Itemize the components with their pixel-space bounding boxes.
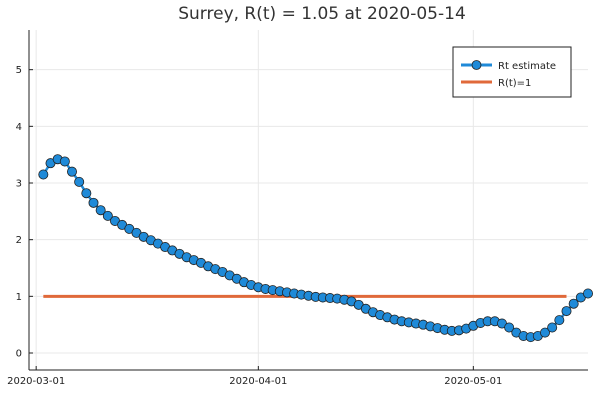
rt-data-point xyxy=(540,327,551,338)
legend-box xyxy=(452,46,572,98)
rt-data-point xyxy=(74,176,85,187)
y-tick-label: 5 xyxy=(16,65,22,76)
x-tick-label: 2020-05-01 xyxy=(444,376,502,387)
chart-title: Surrey, R(t) = 1.05 at 2020-05-14 xyxy=(178,4,466,24)
rt-data-point xyxy=(38,169,49,180)
rt-data-point xyxy=(67,166,78,177)
y-tick-label: 4 xyxy=(16,122,22,133)
x-tick-label: 2020-03-01 xyxy=(7,376,65,387)
rt-data-point xyxy=(583,288,594,299)
legend-marker-rt-estimate xyxy=(471,60,482,70)
rt-data-point xyxy=(59,156,70,167)
rt-data-point xyxy=(568,298,579,309)
legend-label-rt-estimate: Rt estimate xyxy=(498,61,556,72)
rt-data-point xyxy=(88,197,99,208)
y-tick-label: 0 xyxy=(16,349,22,360)
rt-data-point xyxy=(547,322,558,333)
rt-data-point xyxy=(95,205,106,216)
rt-data-point xyxy=(102,210,113,221)
y-tick-label: 1 xyxy=(16,292,22,303)
rt-data-point xyxy=(554,315,565,326)
x-tick-label: 2020-04-01 xyxy=(229,376,287,387)
axes xyxy=(28,30,588,371)
rt-data-point xyxy=(561,306,572,317)
tick-labels: 0 1 2 3 4 5 2020-03-01 2020-04-01 2020-05-01 xyxy=(7,65,502,387)
rt-data-point xyxy=(81,188,92,199)
y-tick-label: 2 xyxy=(16,235,22,246)
y-tick-label: 3 xyxy=(16,179,22,190)
series xyxy=(38,154,594,343)
rt-data-point xyxy=(504,322,515,333)
series-line-rt-estimate xyxy=(42,157,589,339)
legend: Rt estimate R(t)=1 xyxy=(452,46,572,98)
legend-label-r-equals-1: R(t)=1 xyxy=(498,78,531,89)
